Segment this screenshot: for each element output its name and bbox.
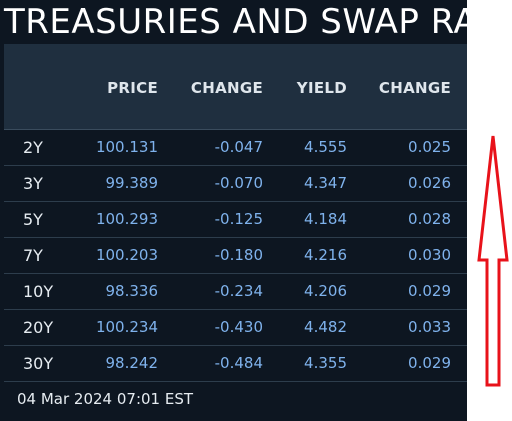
column-header-price-change: CHANGE xyxy=(190,79,263,97)
yield-change-value: 0.029 xyxy=(408,282,451,300)
price-change-value: -0.430 xyxy=(214,318,263,336)
column-header-yield: YIELD xyxy=(296,79,347,97)
price-change-value: -0.234 xyxy=(214,282,263,300)
table-row: 3Y 99.389 -0.070 4.347 0.026 xyxy=(4,166,467,202)
treasuries-panel: TREASURIES AND SWAP RA PRICE CHANGE YIEL… xyxy=(0,0,467,421)
table-row: 7Y 100.203 -0.180 4.216 0.030 xyxy=(4,238,467,274)
timestamp: 04 Mar 2024 07:01 EST xyxy=(17,390,194,408)
panel-title: TREASURIES AND SWAP RA xyxy=(4,2,467,42)
yield-value: 4.184 xyxy=(304,210,347,228)
price-value: 100.131 xyxy=(95,138,158,156)
price-value: 100.293 xyxy=(95,210,158,228)
tenor-label: 20Y xyxy=(23,318,54,337)
yield-value: 4.216 xyxy=(304,246,347,264)
table-row: 5Y 100.293 -0.125 4.184 0.028 xyxy=(4,202,467,238)
yield-change-value: 0.026 xyxy=(408,174,451,192)
table-row: 2Y 100.131 -0.047 4.555 0.025 xyxy=(4,130,467,166)
price-change-value: -0.180 xyxy=(214,246,263,264)
yield-value: 4.347 xyxy=(304,174,347,192)
yield-value: 4.482 xyxy=(304,318,347,336)
table-row: 20Y 100.234 -0.430 4.482 0.033 xyxy=(4,310,467,346)
tenor-label: 30Y xyxy=(23,354,54,373)
price-change-value: -0.125 xyxy=(214,210,263,228)
price-change-value: -0.484 xyxy=(214,354,263,372)
rates-table: PRICE CHANGE YIELD CHANGE 2Y 100.131 -0.… xyxy=(4,44,467,382)
yield-change-value: 0.033 xyxy=(408,318,451,336)
price-change-value: -0.070 xyxy=(214,174,263,192)
yield-change-value: 0.028 xyxy=(408,210,451,228)
yield-change-value: 0.029 xyxy=(408,354,451,372)
column-header-price: PRICE xyxy=(107,79,158,97)
yield-value: 4.206 xyxy=(304,282,347,300)
yield-change-value: 0.030 xyxy=(408,246,451,264)
yield-change-value: 0.025 xyxy=(408,138,451,156)
price-value: 100.234 xyxy=(95,318,158,336)
tenor-label: 7Y xyxy=(23,246,43,265)
tenor-label: 10Y xyxy=(23,282,54,301)
price-value: 100.203 xyxy=(95,246,158,264)
price-value: 98.336 xyxy=(105,282,159,300)
table-row: 10Y 98.336 -0.234 4.206 0.029 xyxy=(4,274,467,310)
table-row: 30Y 98.242 -0.484 4.355 0.029 xyxy=(4,346,467,382)
column-header-yield-change: CHANGE xyxy=(378,79,451,97)
price-change-value: -0.047 xyxy=(214,138,263,156)
tenor-label: 5Y xyxy=(23,210,43,229)
tenor-label: 2Y xyxy=(23,138,43,157)
up-arrow-icon xyxy=(477,135,509,387)
table-header: PRICE CHANGE YIELD CHANGE xyxy=(4,44,467,130)
yield-value: 4.355 xyxy=(304,354,347,372)
price-value: 99.389 xyxy=(105,174,159,192)
price-value: 98.242 xyxy=(105,354,159,372)
tenor-label: 3Y xyxy=(23,174,43,193)
yield-value: 4.555 xyxy=(304,138,347,156)
